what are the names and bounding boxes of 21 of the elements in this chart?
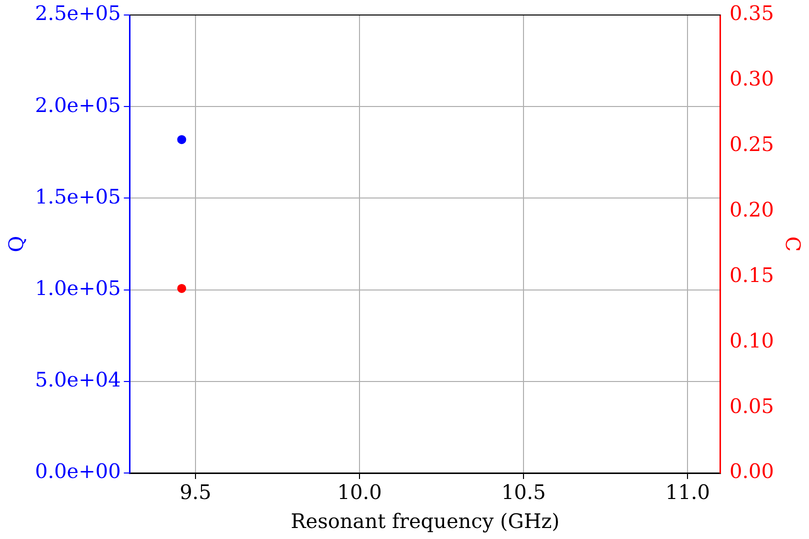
y-tick-label: 1.0e+05 [34, 276, 121, 300]
y-tick-label: 2.5e+05 [34, 1, 121, 26]
y2-tick-label: 0.25 [729, 132, 774, 156]
y2-tick-label: 0.15 [729, 262, 774, 287]
y2-tick-label: 0.30 [729, 66, 774, 91]
y-tick-label: 5.0e+04 [34, 368, 121, 392]
y2-tick-label: 0.05 [729, 394, 774, 418]
y2-tick-label: 0.35 [729, 1, 774, 26]
y-tick-label: 2.0e+05 [34, 92, 121, 117]
x-tick-label: 10.5 [501, 480, 546, 504]
x-tick-label: 9.5 [180, 480, 212, 504]
x-axis-title: Resonant frequency (GHz) [290, 509, 560, 534]
y2-tick-label: 0.00 [729, 459, 774, 484]
y-tick-label: 1.5e+05 [34, 184, 121, 208]
y2-tick-label: 0.20 [729, 197, 774, 222]
y-axis-title: Q [4, 236, 28, 252]
x-tick-label: 11.0 [665, 480, 710, 504]
y2-tick-label: 0.10 [729, 328, 774, 352]
y2-axis-title: C [780, 236, 805, 252]
y-tick-label: 0.0e+00 [34, 459, 121, 484]
x-tick-label: 10.0 [337, 480, 382, 504]
